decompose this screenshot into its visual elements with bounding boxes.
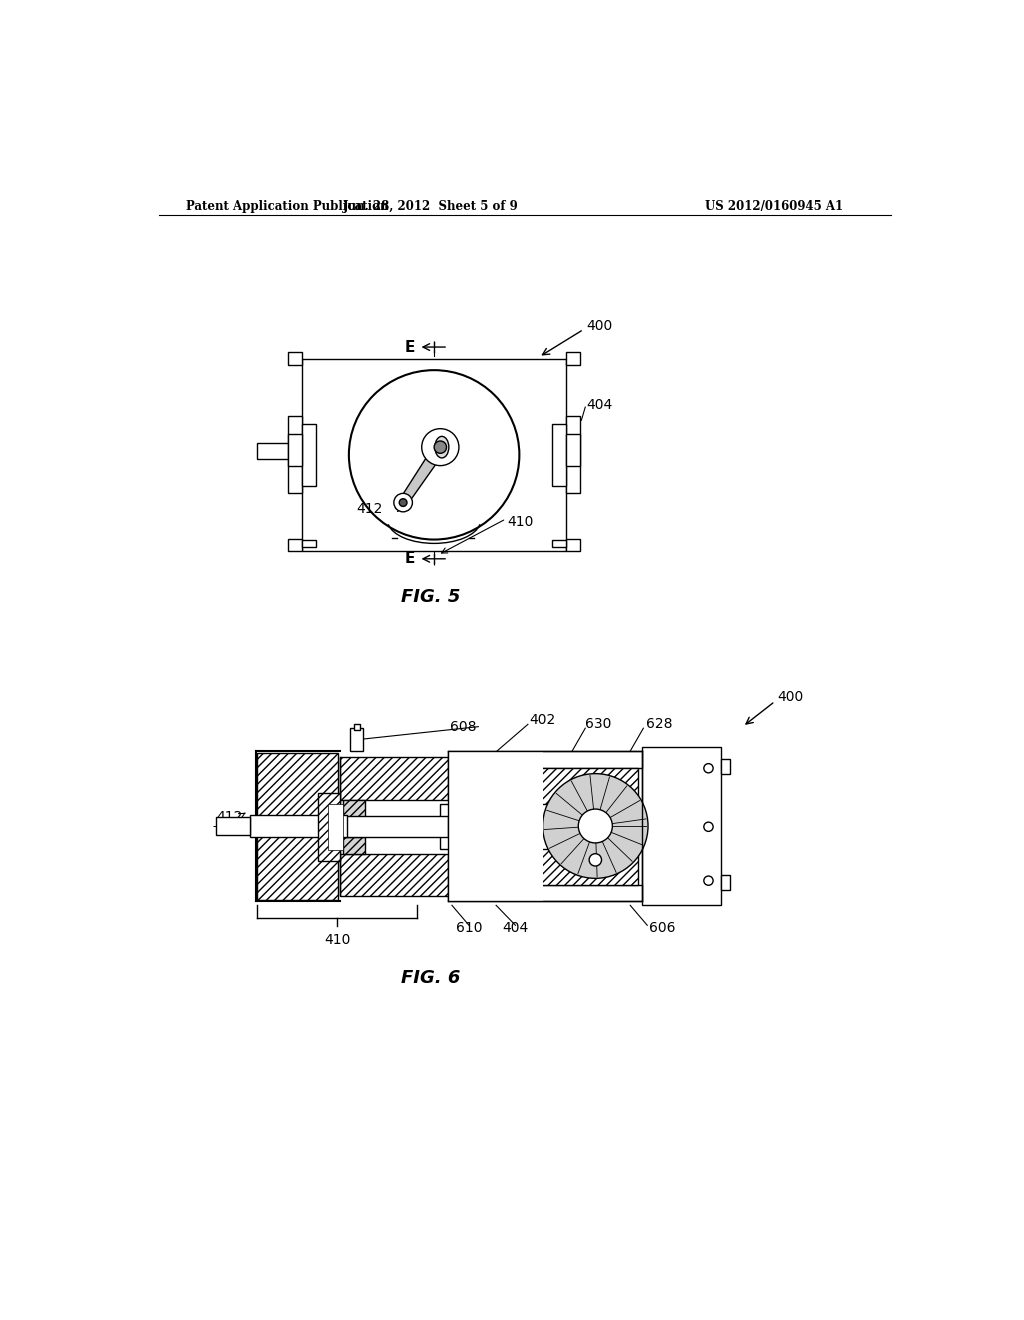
Text: Jun. 28, 2012  Sheet 5 of 9: Jun. 28, 2012 Sheet 5 of 9 bbox=[342, 199, 518, 213]
Circle shape bbox=[579, 809, 612, 843]
Circle shape bbox=[703, 876, 713, 886]
Text: 400: 400 bbox=[777, 690, 804, 705]
Bar bbox=[250, 816, 347, 837]
Bar bbox=[343, 837, 366, 854]
Bar bbox=[340, 816, 449, 837]
Text: 402: 402 bbox=[529, 714, 556, 727]
Circle shape bbox=[434, 441, 446, 453]
Bar bbox=[353, 723, 359, 730]
Text: US 2012/0160945 A1: US 2012/0160945 A1 bbox=[706, 199, 844, 213]
Bar bbox=[257, 444, 289, 459]
Circle shape bbox=[422, 429, 459, 466]
Bar bbox=[216, 817, 250, 836]
Text: Patent Application Publication: Patent Application Publication bbox=[186, 199, 389, 213]
Bar bbox=[340, 758, 449, 800]
Text: 610: 610 bbox=[456, 921, 482, 936]
Bar bbox=[302, 359, 566, 552]
Bar bbox=[289, 434, 302, 466]
Text: 404: 404 bbox=[503, 921, 528, 936]
Bar bbox=[328, 804, 343, 850]
Circle shape bbox=[543, 774, 648, 878]
Bar bbox=[642, 747, 721, 906]
Text: E: E bbox=[404, 552, 415, 566]
Bar bbox=[566, 352, 580, 364]
Bar bbox=[566, 434, 580, 466]
Text: 410: 410 bbox=[324, 933, 350, 946]
Polygon shape bbox=[399, 444, 445, 506]
Bar bbox=[440, 804, 642, 849]
Bar bbox=[302, 540, 316, 548]
Circle shape bbox=[349, 370, 519, 540]
Bar bbox=[340, 854, 449, 896]
Bar bbox=[289, 416, 302, 494]
Bar bbox=[257, 752, 338, 900]
Circle shape bbox=[394, 494, 413, 512]
Bar bbox=[343, 800, 366, 817]
Bar bbox=[289, 539, 302, 552]
Bar bbox=[566, 416, 580, 494]
Circle shape bbox=[703, 822, 713, 832]
Text: E: E bbox=[404, 339, 415, 355]
Text: 606: 606 bbox=[649, 921, 675, 936]
Circle shape bbox=[703, 763, 713, 774]
Text: FIG. 6: FIG. 6 bbox=[400, 969, 460, 987]
Text: FIG. 5: FIG. 5 bbox=[400, 589, 460, 606]
Bar bbox=[449, 751, 543, 902]
Text: 412: 412 bbox=[356, 502, 383, 516]
Circle shape bbox=[589, 854, 601, 866]
Text: 630: 630 bbox=[586, 717, 611, 731]
Bar bbox=[552, 424, 566, 486]
Ellipse shape bbox=[435, 437, 449, 458]
Text: 404: 404 bbox=[587, 397, 613, 412]
Bar bbox=[552, 540, 566, 548]
Bar bbox=[449, 751, 642, 768]
Circle shape bbox=[399, 499, 407, 507]
Text: 410: 410 bbox=[508, 515, 535, 529]
Text: 628: 628 bbox=[646, 717, 672, 731]
Bar bbox=[566, 539, 580, 552]
Bar bbox=[449, 884, 642, 902]
Bar bbox=[721, 875, 730, 890]
Bar bbox=[289, 352, 302, 364]
Bar bbox=[350, 729, 362, 751]
Bar bbox=[452, 768, 638, 884]
Bar bbox=[317, 793, 340, 861]
Text: 412: 412 bbox=[216, 809, 243, 824]
Text: 608: 608 bbox=[451, 719, 477, 734]
Bar bbox=[721, 759, 730, 775]
Text: 400: 400 bbox=[587, 319, 613, 333]
Bar bbox=[302, 424, 316, 486]
